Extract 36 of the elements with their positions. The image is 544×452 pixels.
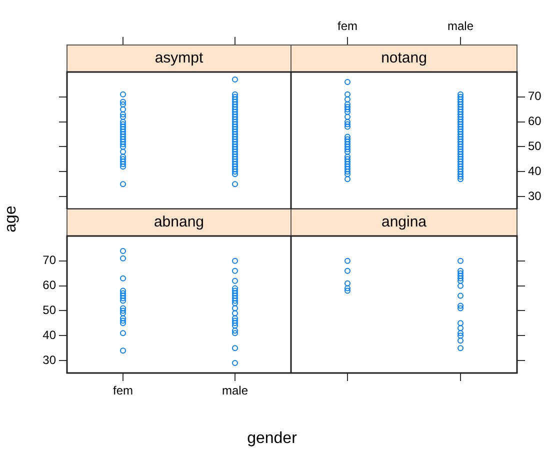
y-tick-label: 70 bbox=[528, 89, 542, 104]
y-tick-label: 30 bbox=[42, 352, 56, 367]
point bbox=[458, 338, 464, 344]
y-tick-label: 60 bbox=[42, 278, 56, 292]
point bbox=[458, 272, 464, 279]
y-tick-label: 60 bbox=[528, 114, 542, 128]
point bbox=[458, 268, 464, 274]
point bbox=[458, 302, 464, 309]
y-tick-label: 50 bbox=[42, 303, 56, 318]
point bbox=[458, 282, 464, 289]
chart-title: asympt bbox=[154, 50, 204, 67]
point bbox=[458, 330, 464, 336]
x-tick-label: fem bbox=[112, 384, 134, 398]
point bbox=[458, 292, 464, 299]
point bbox=[458, 325, 464, 332]
x-tick-label: male bbox=[222, 384, 248, 398]
point bbox=[458, 258, 464, 264]
point bbox=[458, 275, 464, 282]
chart-title: abnang bbox=[154, 214, 204, 231]
x-axis-title: gender bbox=[246, 430, 298, 448]
x-tick-label: male bbox=[447, 19, 474, 34]
y-tick-label: 50 bbox=[528, 139, 542, 154]
chart-title: angina bbox=[381, 214, 428, 231]
y-tick-label: 40 bbox=[42, 328, 56, 342]
y-tick-label: 40 bbox=[528, 164, 542, 178]
point bbox=[458, 278, 464, 284]
point bbox=[458, 305, 464, 312]
y-tick-label: 30 bbox=[528, 188, 542, 203]
point bbox=[458, 345, 464, 352]
point bbox=[458, 270, 464, 276]
point bbox=[458, 332, 464, 339]
x-tick-label: fem bbox=[337, 19, 358, 34]
point bbox=[458, 320, 464, 326]
y-axis-title: age bbox=[2, 206, 20, 232]
chart-title: notang bbox=[381, 50, 427, 67]
y-tick-label: 70 bbox=[42, 253, 56, 268]
